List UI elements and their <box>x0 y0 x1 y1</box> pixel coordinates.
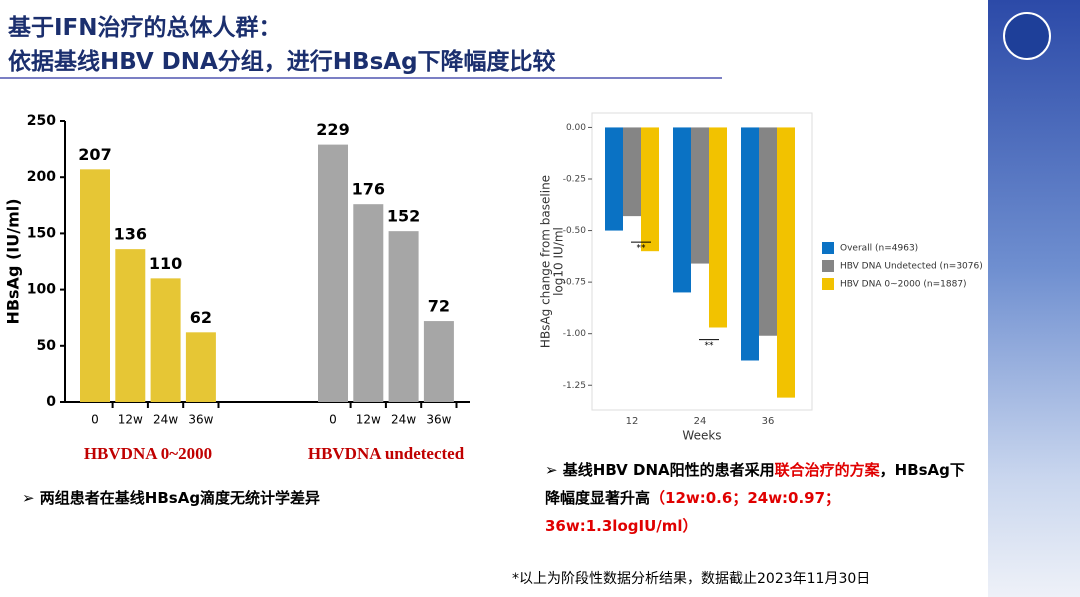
bullet-text: 联合治疗的方案 <box>774 461 880 479</box>
y-axis-label: log10 IU/ml <box>552 227 566 296</box>
x-tick-label: 36w <box>426 413 451 427</box>
data-label: 229 <box>316 120 349 139</box>
bullet-marker: ➢ <box>22 489 40 507</box>
legend-swatch <box>822 242 834 254</box>
bar <box>709 127 727 328</box>
y-tick-label: 0.00 <box>566 123 586 133</box>
bar <box>318 144 348 402</box>
legend-label: HBV DNA 0~2000 (n=1887) <box>840 280 967 290</box>
group-label: HBVDNA undetected <box>308 444 465 463</box>
x-axis-label: Weeks <box>682 429 721 443</box>
bullet-text: 基线HBV DNA阳性的患者采用 <box>562 461 775 479</box>
side-decoration <box>988 0 1080 597</box>
bullet: ➢ 两组患者在基线HBsAg滴度无统计学差异 <box>22 484 320 512</box>
y-tick-label: 200 <box>27 169 56 185</box>
bullet-text: 两组患者在基线HBsAg滴度无统计学差异 <box>39 489 321 507</box>
x-tick-label: 36 <box>762 416 775 427</box>
bar <box>673 127 691 293</box>
bar <box>777 127 795 398</box>
x-tick-label: 0 <box>329 413 337 427</box>
annotation: ** <box>637 244 647 254</box>
bar <box>641 127 659 252</box>
bar <box>150 278 181 402</box>
bar <box>80 169 110 402</box>
title-line: 依据基线HBV DNA分组，进行HBsAg下降幅度比较 <box>8 49 556 75</box>
bullet-text: （12w:0.6；24w:0.97；36w:1.3logIU/ml） <box>545 489 841 535</box>
y-tick-label: 100 <box>27 282 56 298</box>
data-label: 136 <box>114 225 147 244</box>
bar <box>623 127 641 217</box>
bar <box>741 127 759 361</box>
bullet-text: ，HBsAg下降幅度显著升高 <box>545 461 965 507</box>
bar <box>185 332 216 402</box>
bar <box>388 231 419 402</box>
data-label: 152 <box>387 207 420 226</box>
y-tick-label: 50 <box>37 338 57 354</box>
y-tick-label: -0.25 <box>563 175 586 185</box>
x-tick-label: 12w <box>356 413 381 427</box>
bar <box>605 127 623 231</box>
data-label: 72 <box>428 297 450 316</box>
y-tick-label: -0.75 <box>563 278 586 288</box>
y-tick-label: -0.50 <box>563 226 587 236</box>
data-label: 62 <box>190 308 212 327</box>
bullet-marker: ➢ <box>545 461 563 479</box>
y-tick-label: -1.25 <box>563 381 586 391</box>
legend-swatch <box>822 278 834 290</box>
y-tick-label: 0 <box>46 394 56 410</box>
legend-label: Overall (n=4963) <box>840 244 918 254</box>
x-tick-label: 12 <box>626 416 639 427</box>
group-label: HBVDNA 0~2000 <box>84 444 212 463</box>
y-tick-label: 250 <box>27 113 56 129</box>
data-label: 207 <box>78 145 111 164</box>
x-tick-label: 36w <box>188 413 213 427</box>
x-tick-label: 24 <box>694 416 707 427</box>
legend-label: HBV DNA Undetected (n=3076) <box>840 262 983 272</box>
x-tick-label: 0 <box>91 413 99 427</box>
y-tick-label: 150 <box>27 225 56 241</box>
title-rule <box>0 77 722 79</box>
x-tick-label: 24w <box>391 413 416 427</box>
footnote: *以上为阶段性数据分析结果，数据截止2023年11月30日 <box>512 571 871 587</box>
bar <box>115 249 146 402</box>
bar <box>691 127 709 264</box>
bar <box>759 127 777 336</box>
legend-swatch <box>822 260 834 272</box>
bar <box>353 204 384 402</box>
x-tick-label: 12w <box>118 413 143 427</box>
title-line: 基于IFN治疗的总体人群： <box>8 15 282 41</box>
y-tick-label: -1.00 <box>563 329 587 339</box>
data-label: 176 <box>352 180 385 199</box>
logo <box>1003 12 1051 60</box>
data-label: 110 <box>149 254 182 273</box>
annotation: ** <box>705 341 715 351</box>
y-axis-label: HBsAg change from baseline <box>539 175 553 348</box>
bar <box>423 321 454 402</box>
x-tick-label: 24w <box>153 413 178 427</box>
bullet: ➢ 基线HBV DNA阳性的患者采用联合治疗的方案，HBsAg下降幅度显著升高（… <box>545 456 975 540</box>
y-axis-label: HBsAg (IU/ml) <box>4 198 23 324</box>
